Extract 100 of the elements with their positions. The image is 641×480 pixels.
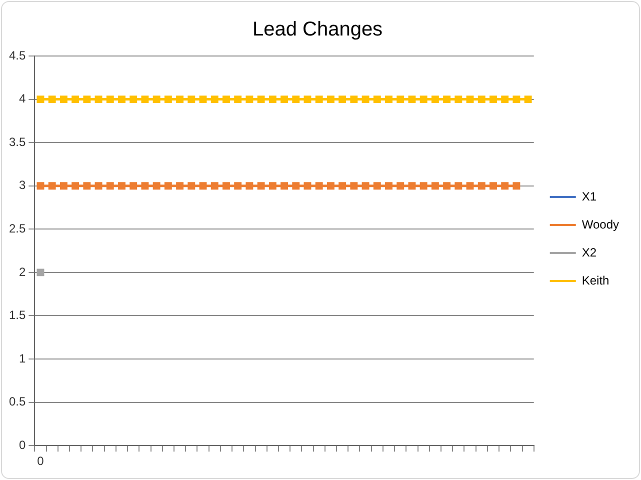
- y-tick-label: 3: [18, 178, 26, 192]
- point: [292, 182, 300, 190]
- point: [280, 96, 288, 104]
- point: [338, 96, 346, 104]
- point: [512, 96, 520, 104]
- point: [164, 96, 172, 104]
- point: [420, 182, 428, 190]
- legend-label: Woody: [582, 217, 620, 232]
- point: [362, 96, 370, 104]
- point: [362, 182, 370, 190]
- point: [350, 182, 358, 190]
- point: [466, 182, 474, 190]
- point: [385, 96, 392, 104]
- legend-label: X1: [582, 189, 597, 204]
- chart-title: Lead Changes: [252, 18, 383, 41]
- point: [60, 96, 68, 104]
- point: [130, 96, 138, 104]
- point: [315, 182, 323, 190]
- point: [501, 96, 509, 104]
- point: [454, 96, 462, 104]
- point: [326, 182, 334, 190]
- point: [234, 96, 242, 104]
- point: [420, 96, 428, 104]
- point: [512, 182, 520, 190]
- point: [443, 182, 451, 190]
- point: [304, 182, 312, 190]
- point: [234, 182, 242, 190]
- point: [326, 96, 334, 104]
- point: [210, 96, 218, 104]
- point: [396, 182, 404, 190]
- point: [188, 96, 196, 104]
- point: [199, 182, 207, 190]
- point: [36, 182, 44, 190]
- point: [94, 96, 102, 104]
- y-tick-label: 3.5: [8, 134, 26, 149]
- point: [141, 96, 149, 104]
- point: [130, 182, 138, 190]
- legend-label: Keith: [582, 273, 610, 288]
- y-tick-label: 0.5: [8, 394, 26, 409]
- point: [350, 96, 358, 104]
- point: [222, 182, 230, 190]
- y-tick-label: 4: [18, 92, 26, 106]
- point: [268, 182, 276, 190]
- point: [268, 96, 276, 104]
- point: [141, 182, 149, 190]
- point: [501, 182, 509, 190]
- point: [152, 96, 160, 104]
- point: [222, 96, 230, 104]
- point: [396, 96, 404, 104]
- point: [431, 96, 439, 104]
- legend-label: X2: [582, 245, 597, 260]
- point: [152, 182, 160, 190]
- point: [199, 96, 207, 104]
- point: [176, 96, 184, 104]
- point: [443, 96, 451, 104]
- point: [257, 96, 265, 104]
- point: [466, 96, 474, 104]
- point: [524, 96, 532, 104]
- point: [48, 96, 56, 104]
- point: [373, 182, 381, 190]
- point: [118, 96, 126, 104]
- point: [408, 182, 416, 190]
- point: [338, 182, 346, 190]
- point: [280, 182, 288, 190]
- point: [490, 182, 497, 190]
- point: [72, 96, 80, 104]
- point: [257, 182, 265, 190]
- point: [246, 96, 254, 104]
- point: [373, 96, 381, 104]
- y-tick-label: 2: [18, 264, 26, 279]
- point: [118, 182, 126, 190]
- point: [176, 182, 184, 190]
- point: [385, 182, 392, 190]
- point: [106, 96, 114, 104]
- point: [478, 96, 486, 104]
- point: [454, 182, 462, 190]
- point: [304, 96, 312, 104]
- point: [36, 268, 44, 276]
- y-tick-label: 1.5: [8, 308, 26, 322]
- point: [83, 96, 91, 104]
- point: [48, 182, 56, 190]
- y-tick-label: 1: [18, 351, 26, 366]
- point: [408, 96, 416, 104]
- point: [94, 182, 102, 190]
- point: [315, 96, 323, 104]
- point: [490, 96, 497, 104]
- point: [188, 182, 196, 190]
- point: [36, 96, 44, 104]
- point: [60, 182, 68, 190]
- point: [83, 182, 91, 190]
- point: [246, 182, 254, 190]
- point: [210, 182, 218, 190]
- point: [292, 96, 300, 104]
- point: [72, 182, 80, 190]
- point: [431, 182, 439, 190]
- point: [478, 182, 486, 190]
- y-tick-label: 4.5: [8, 48, 26, 62]
- y-tick-label: 2.5: [8, 221, 26, 236]
- point: [164, 182, 172, 190]
- y-tick-label: 0: [18, 438, 26, 452]
